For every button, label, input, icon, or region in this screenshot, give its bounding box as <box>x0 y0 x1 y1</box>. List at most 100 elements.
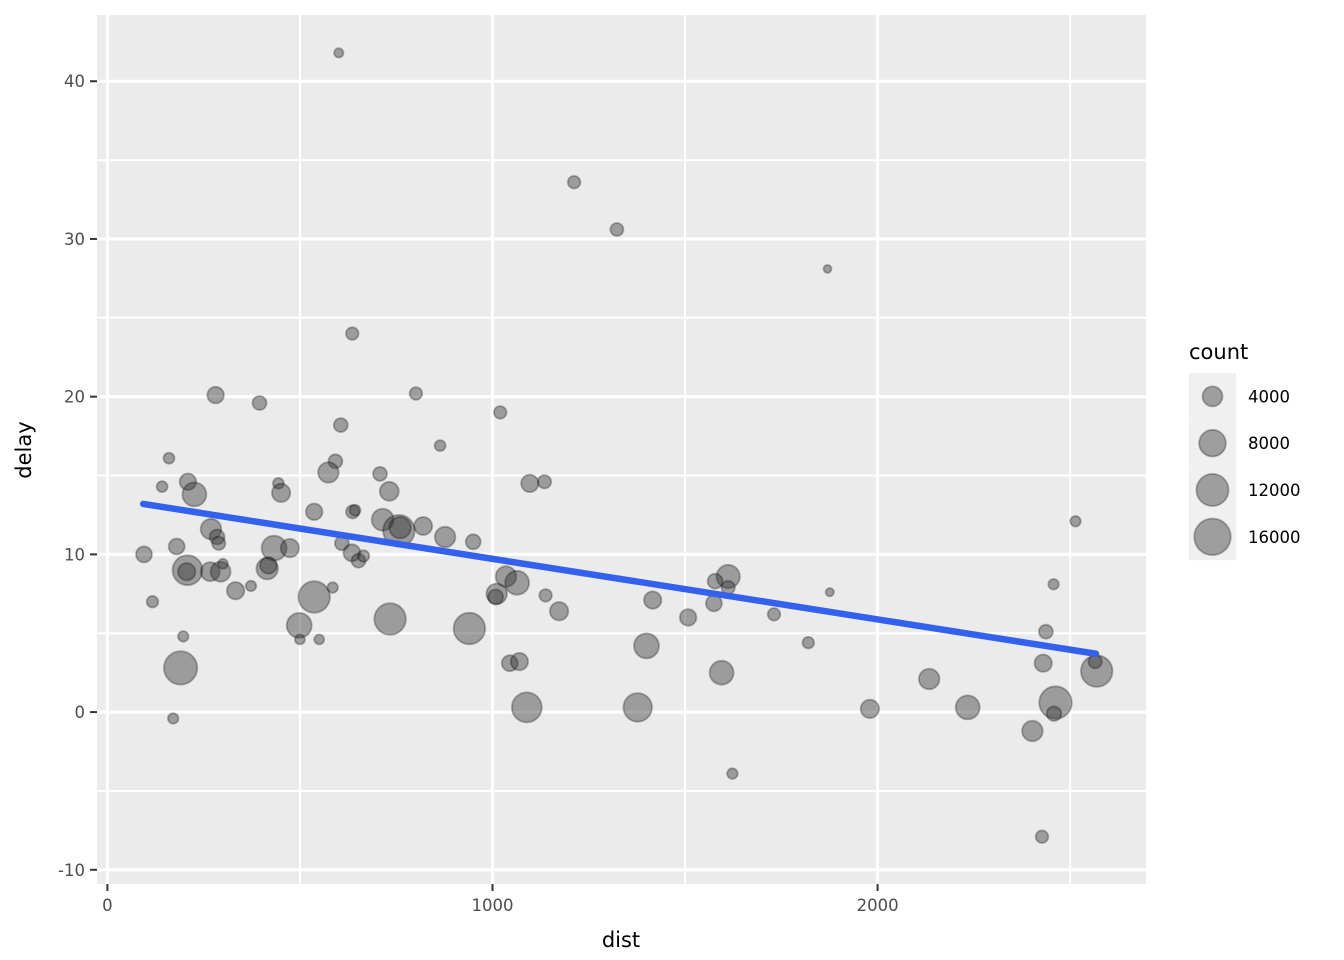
data-point <box>1033 653 1053 673</box>
data-point <box>313 633 326 646</box>
x-tick-label: 1000 <box>471 896 513 915</box>
data-points <box>135 47 1114 844</box>
data-point <box>297 580 331 614</box>
legend-key-circle <box>1201 385 1224 408</box>
data-point <box>271 476 285 490</box>
data-point <box>171 554 204 587</box>
data-point <box>824 587 835 598</box>
data-point <box>255 556 279 581</box>
data-point <box>348 503 362 517</box>
legend-key-label: 8000 <box>1248 434 1290 453</box>
y-tick-label: -10 <box>58 861 85 880</box>
legend-key <box>1189 373 1236 420</box>
y-tick-label: 30 <box>64 230 85 249</box>
data-point <box>332 417 349 434</box>
legend-key-label: 16000 <box>1248 528 1301 547</box>
data-point <box>162 451 176 465</box>
data-point <box>633 632 660 660</box>
data-point <box>538 588 553 603</box>
data-point <box>327 453 344 470</box>
data-point <box>433 439 447 453</box>
plot-panel <box>97 15 1146 884</box>
data-point <box>345 504 361 520</box>
data-point <box>494 565 518 588</box>
data-point <box>708 659 735 686</box>
data-point <box>1038 623 1054 640</box>
data-point <box>548 601 570 622</box>
data-point <box>135 545 153 564</box>
data-point <box>822 263 833 274</box>
data-point <box>622 692 653 723</box>
data-point <box>1045 705 1063 722</box>
data-point <box>342 543 362 563</box>
legend-key-label: 12000 <box>1248 481 1301 500</box>
data-point <box>485 582 508 606</box>
data-point <box>350 552 367 569</box>
data-point <box>715 563 741 590</box>
data-point <box>279 537 300 559</box>
data-point <box>566 174 582 190</box>
data-point <box>285 612 313 639</box>
data-point <box>199 517 223 541</box>
data-point <box>293 633 306 646</box>
data-point <box>378 480 400 502</box>
data-point <box>1038 685 1073 720</box>
data-point <box>317 461 340 484</box>
data-point <box>251 395 268 411</box>
data-point <box>509 651 530 672</box>
data-point <box>643 590 663 610</box>
trend-layer <box>139 500 1100 657</box>
data-point <box>345 326 360 341</box>
data-point <box>413 516 434 536</box>
data-point <box>305 502 324 522</box>
data-point <box>408 386 424 401</box>
data-point <box>918 667 941 691</box>
data-point <box>178 472 198 492</box>
data-point <box>1069 515 1082 528</box>
data-point <box>211 535 227 551</box>
data-point <box>259 556 278 575</box>
data-point <box>216 557 229 570</box>
data-point <box>1021 719 1044 743</box>
data-point <box>373 602 407 636</box>
data-point <box>433 525 457 549</box>
data-point <box>504 569 530 596</box>
x-tick-label: 2000 <box>857 896 899 915</box>
data-point <box>145 595 160 609</box>
data-point <box>520 473 540 493</box>
y-tick-label: 10 <box>64 545 85 564</box>
legend: 4000 8000 12000 16000 <box>1189 373 1301 561</box>
data-point <box>208 528 226 546</box>
data-point <box>181 481 208 508</box>
data-point <box>859 698 881 720</box>
minor-gridlines <box>97 15 1146 884</box>
axes: 0 1000 2000 -10 0 10 20 30 40 <box>58 72 899 915</box>
legend-key-circle <box>1193 517 1232 556</box>
y-axis-title: delay <box>12 421 36 478</box>
x-axis-title: dist <box>602 928 640 952</box>
data-point <box>260 534 288 562</box>
trend-line <box>139 500 1100 657</box>
legend-key <box>1189 466 1236 514</box>
data-point <box>493 405 508 420</box>
data-point <box>206 385 225 405</box>
data-point <box>163 650 199 686</box>
major-gridlines <box>97 15 1146 884</box>
data-point <box>155 480 169 494</box>
x-tick-label: 0 <box>102 896 113 915</box>
data-point <box>388 515 412 540</box>
data-point <box>954 694 981 721</box>
y-tick-label: 0 <box>75 703 86 722</box>
data-point <box>678 608 698 627</box>
data-point <box>370 507 395 532</box>
data-point <box>199 561 221 583</box>
data-point <box>487 588 505 606</box>
legend-key <box>1189 513 1236 561</box>
data-point <box>726 767 739 780</box>
data-point <box>500 654 519 673</box>
data-point <box>609 222 625 237</box>
data-point <box>244 579 258 593</box>
data-point <box>510 691 543 724</box>
